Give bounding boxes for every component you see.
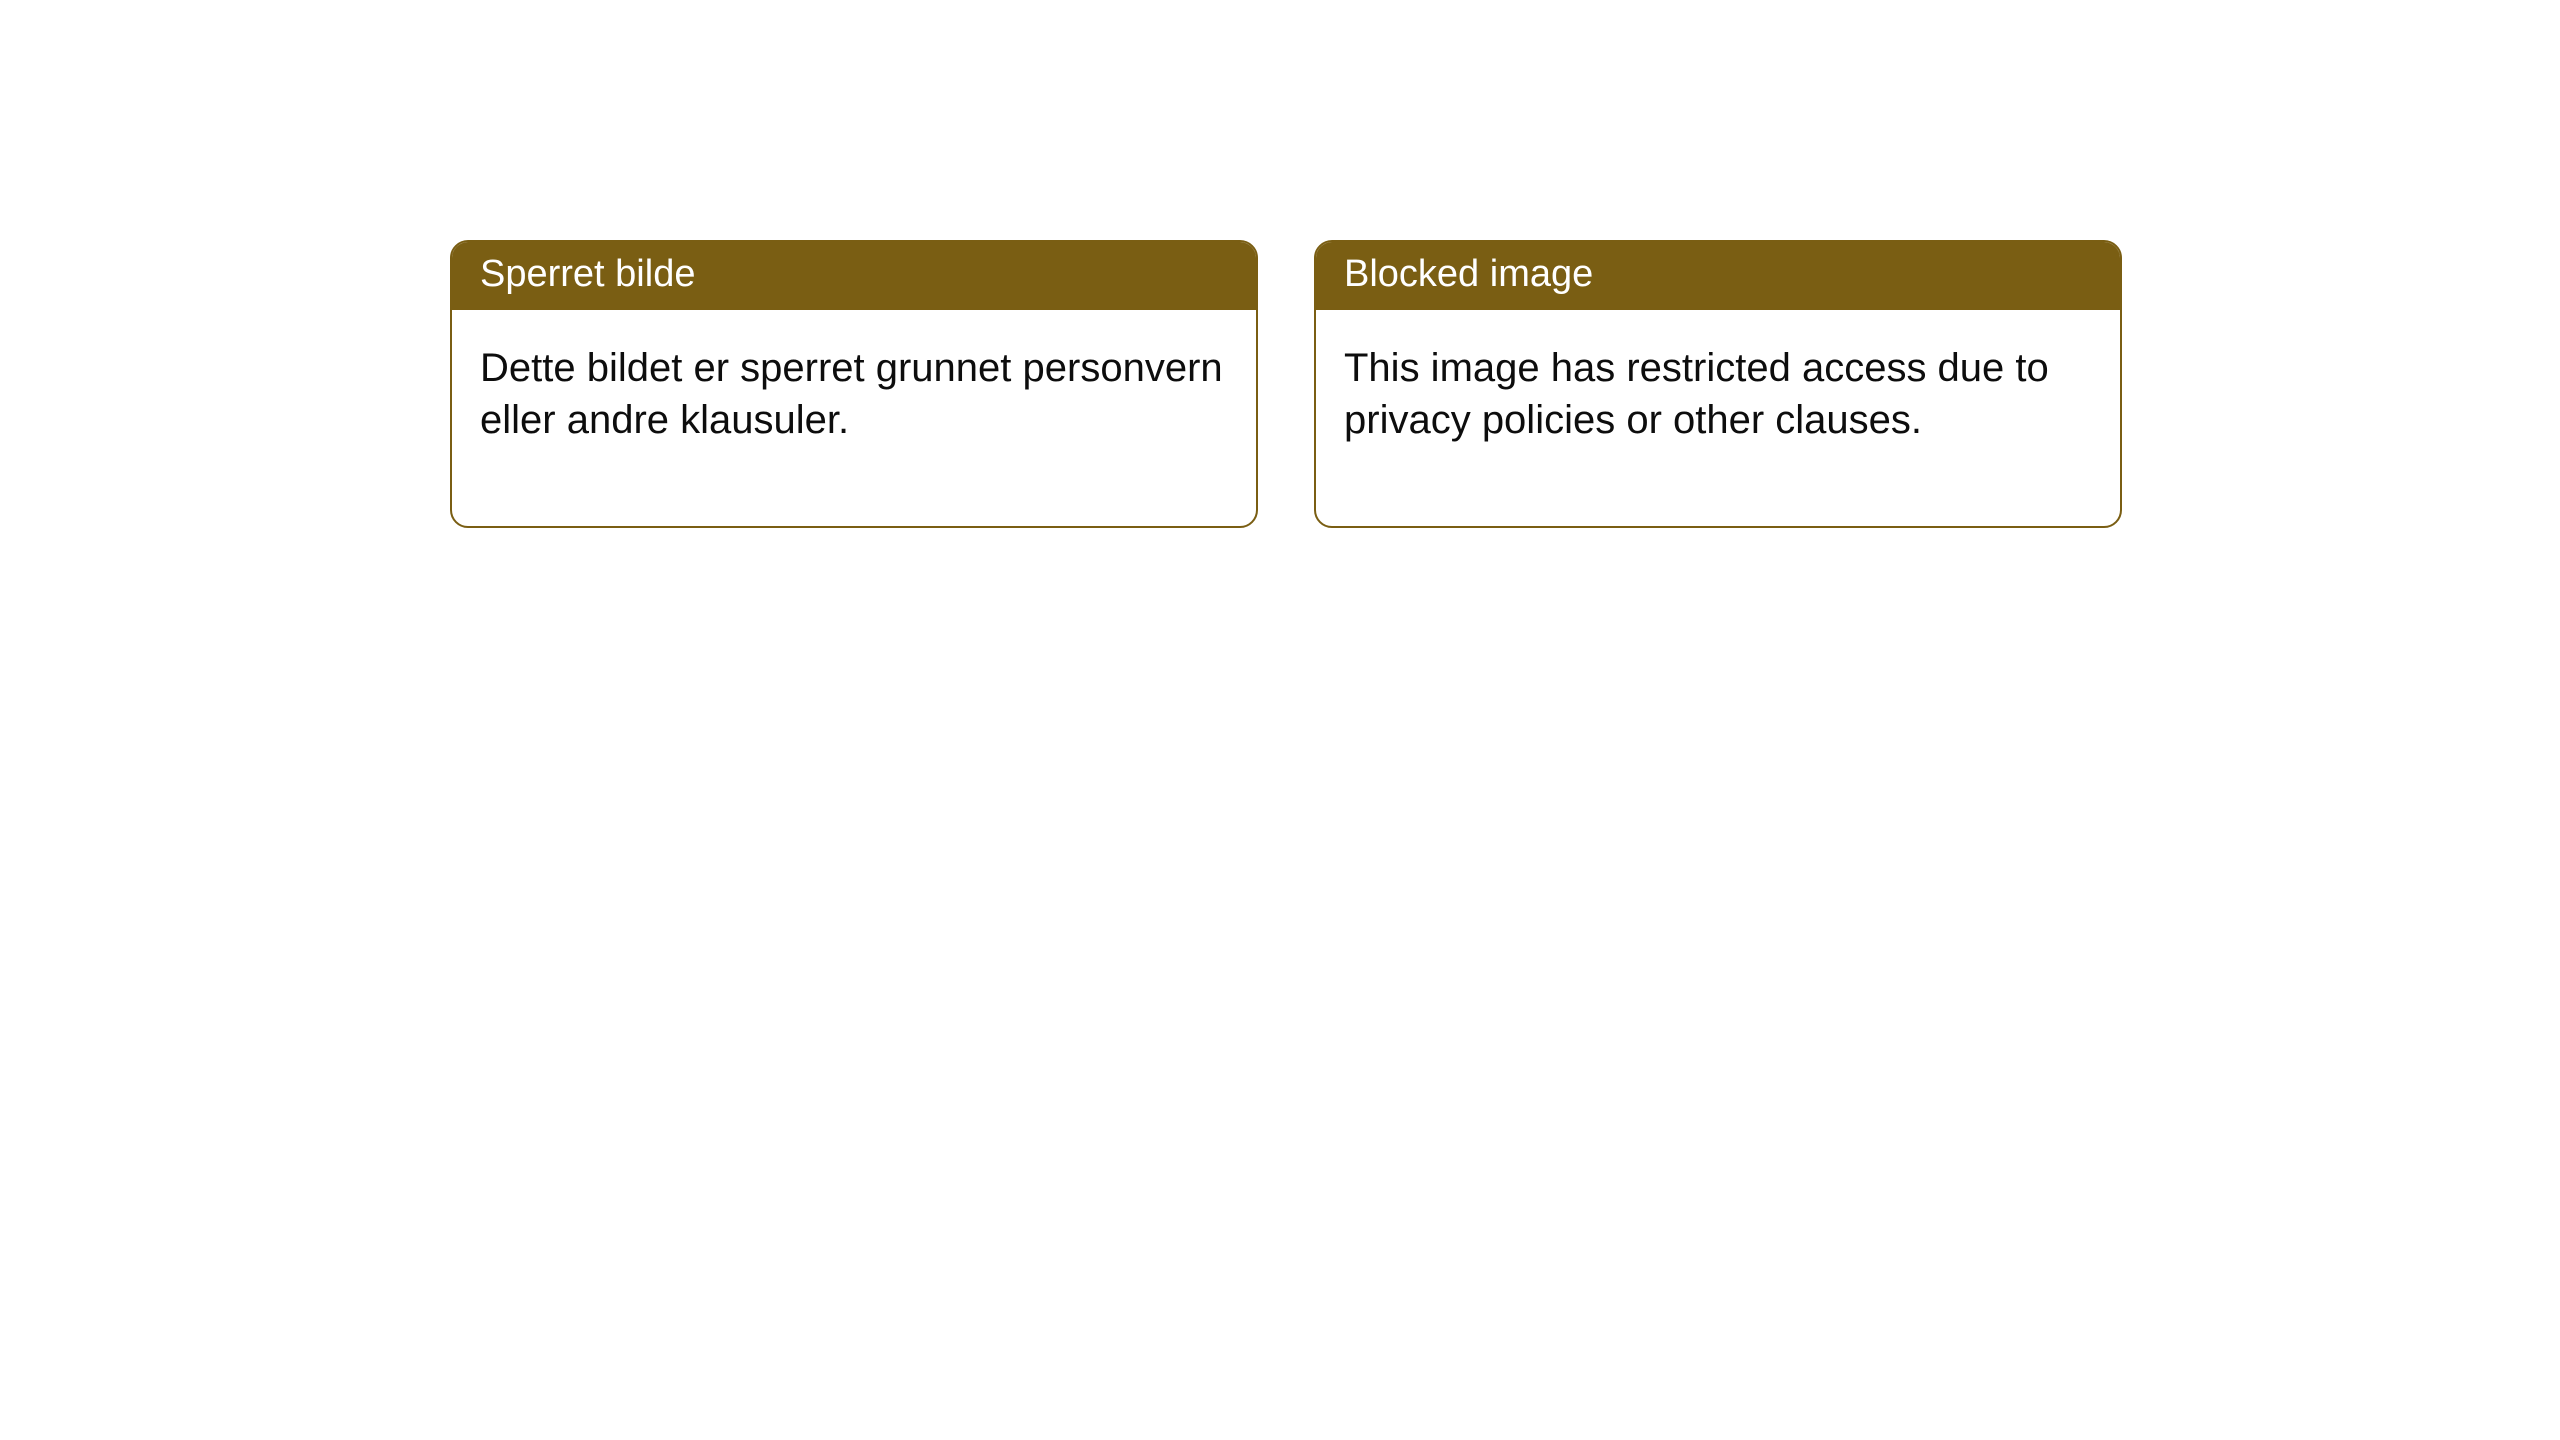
- notice-box-english: Blocked image This image has restricted …: [1314, 240, 2122, 528]
- notice-body-english: This image has restricted access due to …: [1316, 310, 2120, 526]
- notice-title-norwegian: Sperret bilde: [452, 242, 1256, 310]
- notice-body-norwegian: Dette bildet er sperret grunnet personve…: [452, 310, 1256, 526]
- notice-title-english: Blocked image: [1316, 242, 2120, 310]
- notice-box-norwegian: Sperret bilde Dette bildet er sperret gr…: [450, 240, 1258, 528]
- notice-container: Sperret bilde Dette bildet er sperret gr…: [0, 0, 2560, 528]
